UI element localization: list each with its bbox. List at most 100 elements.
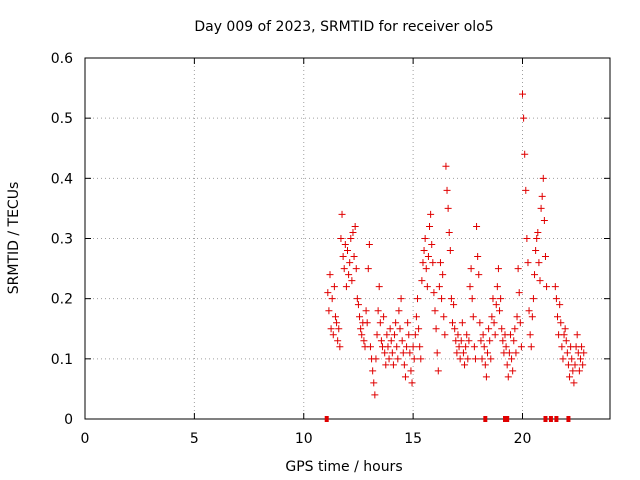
data-point	[453, 349, 461, 357]
data-point	[556, 301, 564, 309]
data-point	[346, 259, 354, 267]
y-tick-label: 0.5	[51, 111, 73, 127]
data-point	[405, 331, 413, 339]
data-point	[471, 355, 479, 363]
data-point	[335, 325, 343, 333]
data-point	[497, 295, 505, 303]
data-point	[417, 355, 425, 363]
data-point	[412, 313, 420, 321]
data-point	[432, 325, 440, 333]
data-point	[337, 235, 345, 242]
data-point	[381, 349, 389, 357]
data-point	[511, 325, 519, 333]
data-point	[474, 253, 482, 261]
data-point	[372, 355, 380, 363]
data-point	[520, 114, 528, 122]
data-point	[396, 325, 404, 333]
data-point	[562, 337, 570, 345]
data-point	[409, 343, 417, 351]
data-point	[369, 367, 377, 375]
data-point	[519, 90, 526, 98]
data-point	[443, 186, 451, 194]
data-point	[377, 337, 385, 345]
data-point	[571, 361, 579, 369]
data-point	[397, 295, 405, 303]
data-point	[478, 355, 486, 363]
zero-marker	[566, 416, 571, 422]
data-point	[473, 222, 481, 230]
data-point	[342, 283, 350, 291]
data-point	[468, 295, 476, 303]
data-point	[488, 313, 496, 321]
data-point	[503, 361, 511, 369]
data-point	[423, 283, 431, 291]
data-point	[486, 337, 494, 345]
y-tick-label: 0.2	[51, 292, 73, 308]
data-point	[481, 361, 489, 369]
data-point	[394, 355, 402, 363]
data-point	[410, 355, 418, 363]
data-point	[535, 259, 543, 267]
data-point	[524, 259, 532, 267]
data-point	[330, 283, 338, 291]
x-tick-label: 5	[190, 431, 199, 447]
data-point	[374, 307, 382, 315]
data-point	[522, 186, 530, 194]
data-point	[490, 319, 498, 327]
data-point	[428, 241, 436, 249]
data-point	[467, 265, 475, 273]
data-point	[352, 265, 360, 273]
data-point	[466, 283, 474, 291]
data-point	[414, 295, 421, 303]
zero-marker	[503, 416, 507, 422]
data-point	[543, 283, 551, 291]
data-points	[324, 90, 588, 399]
data-point	[387, 337, 395, 345]
data-point	[344, 247, 351, 255]
data-point	[326, 271, 334, 279]
data-point	[328, 295, 336, 303]
data-point	[399, 349, 407, 357]
data-point	[513, 313, 521, 321]
data-point	[539, 174, 547, 182]
data-point	[375, 283, 383, 291]
data-point	[360, 337, 368, 345]
data-point	[341, 241, 349, 249]
data-point	[356, 313, 364, 321]
data-point	[353, 295, 361, 303]
data-point	[484, 349, 491, 357]
data-point	[458, 319, 466, 327]
data-point	[384, 343, 392, 351]
data-point	[420, 247, 428, 255]
data-point	[404, 319, 412, 327]
zero-marker	[543, 416, 548, 422]
data-point	[386, 325, 394, 333]
data-point	[407, 367, 415, 375]
data-point	[514, 265, 522, 273]
data-point	[429, 259, 437, 267]
data-point	[517, 343, 525, 351]
data-point	[435, 283, 443, 291]
data-point	[419, 259, 427, 267]
data-point	[523, 235, 531, 242]
data-point	[430, 289, 438, 297]
data-point	[491, 331, 499, 339]
data-point	[566, 373, 574, 381]
data-point	[348, 277, 356, 285]
data-point	[470, 343, 478, 351]
data-point	[482, 373, 490, 381]
data-point	[433, 349, 441, 357]
data-point	[563, 349, 571, 357]
data-point	[350, 253, 358, 261]
data-point	[447, 295, 455, 303]
data-point	[441, 331, 449, 339]
data-point	[383, 331, 391, 339]
data-point	[505, 349, 513, 357]
data-point	[401, 373, 409, 381]
data-point	[578, 343, 586, 351]
x-axis-label: GPS time / hours	[285, 459, 402, 475]
data-point	[445, 228, 453, 236]
data-point	[512, 349, 520, 357]
data-point	[475, 271, 483, 279]
